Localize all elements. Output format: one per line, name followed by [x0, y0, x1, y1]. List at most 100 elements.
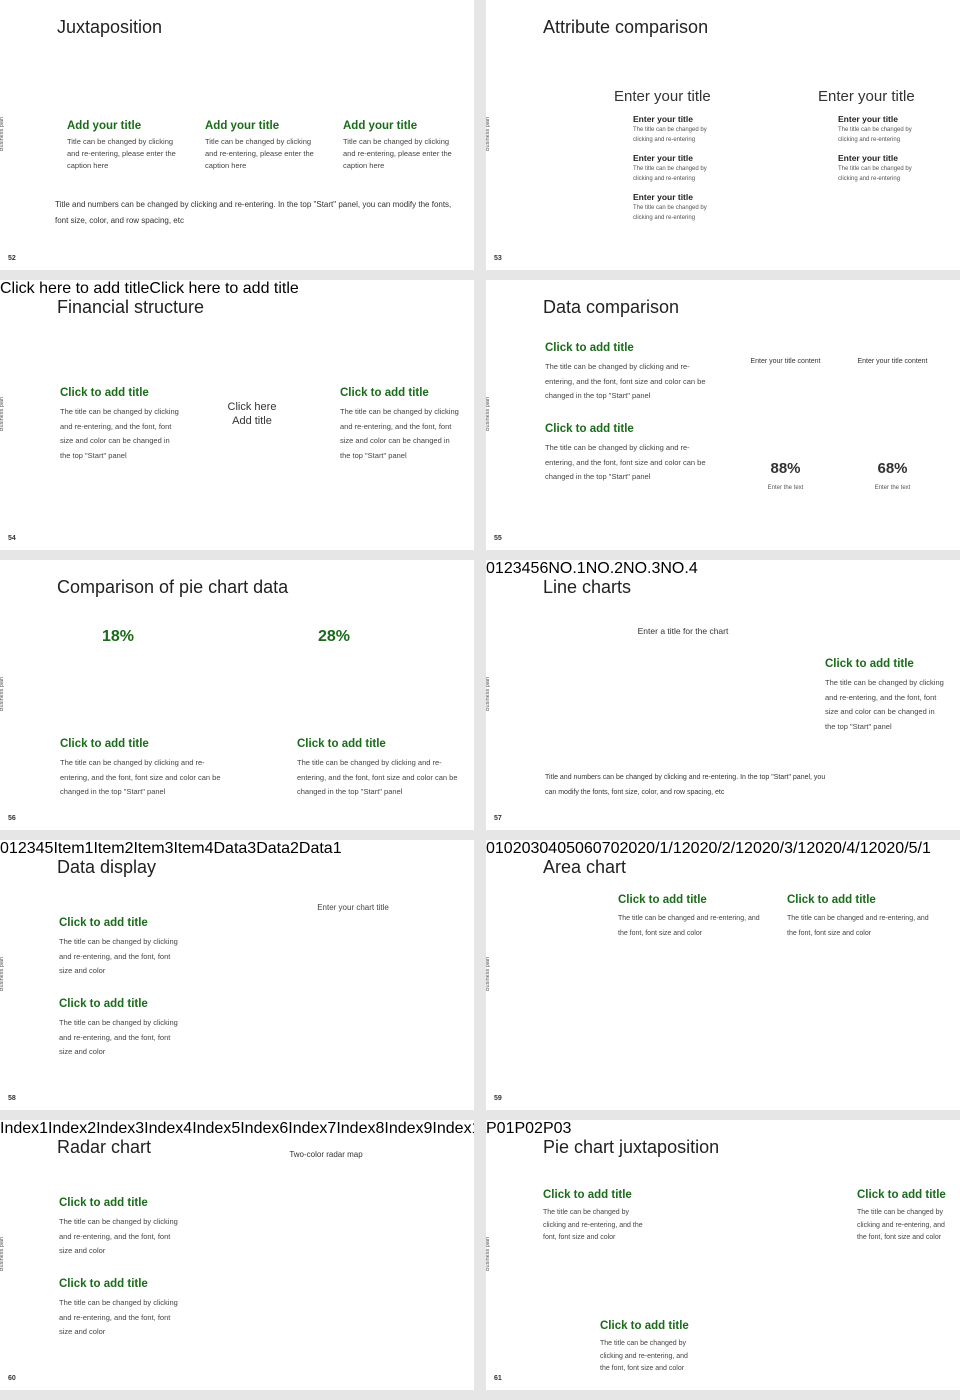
slide-number: 52: [8, 255, 16, 262]
radar-label: Index1: [0, 1120, 49, 1137]
slide-number: 56: [8, 815, 16, 822]
gauge-heading: Enter your title content: [750, 358, 821, 365]
gauge-heading: Enter your title content: [857, 358, 928, 365]
block-text: The title can be changed by clicking and…: [297, 758, 458, 796]
x-tick-label: 2: [17, 840, 27, 857]
slide: 0123456NO.1NO.2NO.3NO.4 Business plan 57 Li…: [486, 560, 960, 830]
y-tick-label: Item2: [93, 840, 134, 857]
card-title: Add your title: [67, 120, 142, 132]
side-label: Business plan: [0, 956, 5, 992]
block-title: Click to add title: [59, 1197, 148, 1209]
block-text: The title can be changed by clicking and…: [545, 443, 706, 481]
slide: Index1Index2Index3Index4Index5Index6Inde…: [0, 1120, 474, 1390]
slide: Business plan 56 Comparison of pie chart d…: [0, 560, 474, 830]
slide-number: 53: [494, 255, 502, 262]
item-text: The title can be changed by clicking and…: [633, 205, 707, 221]
slide: Business plan 52 Juxtaposition Add your tit…: [0, 0, 474, 270]
x-tick-label: 3: [26, 840, 36, 857]
slide-graphics: Index1Index2Index3Index4Index5Index6Inde…: [0, 1120, 474, 1138]
slide-title: Area chart: [543, 857, 627, 877]
card-text: Title can be changed by clicking and re-…: [67, 137, 176, 170]
block-title: Click to add title: [297, 738, 386, 750]
x-tick-label: 5: [44, 840, 54, 857]
slide: Business plan 53 Attribute comparison Enter…: [486, 0, 960, 270]
block-title: Click to add title: [60, 738, 149, 750]
slide-title: Comparison of pie chart data: [57, 577, 289, 597]
slide-graphics: Click here to add titleClick here to add…: [0, 280, 299, 298]
block-text: The title can be changed by clicking and…: [59, 937, 178, 975]
side-label: Business plan: [0, 676, 5, 712]
slide-title: Pie chart juxtaposition: [543, 1137, 720, 1157]
y-tick-label: 2: [503, 560, 513, 577]
block-text: The title can be changed and re-entering…: [618, 915, 760, 937]
y-tick-label: 1: [494, 560, 504, 577]
side-label: Business plan: [0, 1236, 5, 1272]
arc-label: Click here to add title: [149, 280, 298, 297]
y-tick-label: Item3: [133, 840, 174, 857]
x-tick-label: NO.3: [623, 560, 661, 577]
x-tick-label: 2020/5/1: [868, 840, 931, 857]
y-tick-label: 50: [566, 840, 584, 857]
footer-text: Title and numbers can be changed by clic…: [55, 200, 452, 225]
block-text: The title can be changed by clicking and…: [545, 362, 706, 400]
slide-number: 55: [494, 535, 502, 542]
x-tick-label: 0: [0, 840, 9, 857]
block-text: The title can be changed by clicking and…: [543, 1209, 643, 1241]
y-tick-label: Item4: [173, 840, 214, 857]
radar-label: Index7: [288, 1120, 337, 1137]
slide: 0102030405060702020/1/12020/2/12020/3/12…: [486, 840, 960, 1110]
y-tick-label: 6: [539, 560, 549, 577]
gauge-value: 88%: [770, 460, 801, 477]
y-tick-label: Item1: [53, 840, 94, 857]
slide-title: Radar chart: [57, 1137, 152, 1157]
chart-title: Enter a title for the chart: [637, 626, 729, 636]
block-text: The title can be changed by clicking and…: [340, 407, 459, 460]
radar-label: Index6: [240, 1120, 289, 1137]
slide-number: 57: [494, 815, 502, 822]
side-label: Business plan: [0, 116, 5, 152]
y-tick-label: 5: [530, 560, 540, 577]
arc-label-path: Click here to add title: [149, 280, 299, 297]
block-text: The title can be changed by clicking and…: [59, 1018, 178, 1056]
block-text: The title can be changed by clicking and…: [59, 1298, 178, 1336]
slide-title: Data display: [57, 857, 157, 877]
slide-number: 54: [8, 535, 16, 542]
block-title: Click to add title: [60, 387, 149, 399]
block-text: The title can be changed and re-entering…: [787, 915, 929, 937]
slide-graphics: 0123456NO.1NO.2NO.3NO.4: [486, 560, 698, 578]
slide-graphics: P01P02P03: [486, 1120, 571, 1138]
side-label: Business plan: [486, 1236, 491, 1272]
item-title: Enter your title: [633, 114, 693, 124]
block-title: Click to add title: [340, 387, 429, 399]
block-title: Click to add title: [825, 658, 914, 670]
x-tick-label: 2020/2/1: [681, 840, 745, 857]
block-text: The title can be changed by clicking and…: [825, 678, 944, 731]
x-tick-label: 4: [35, 840, 45, 857]
legend-label: Data3: [213, 840, 257, 857]
slide-number: 60: [8, 1375, 16, 1382]
item-title: Enter your title: [838, 114, 898, 124]
card-text: Title can be changed by clicking and re-…: [205, 137, 314, 170]
block-title: Click to add title: [618, 894, 707, 906]
pie-label: 18%: [102, 628, 135, 645]
side-label: Business plan: [486, 676, 491, 712]
item-title: Enter your title: [633, 192, 693, 202]
block-title: Click to add title: [59, 917, 148, 929]
x-tick-label: NO.4: [660, 560, 698, 577]
x-tick-label: NO.1: [548, 560, 586, 577]
gauge-value: 68%: [877, 460, 908, 477]
block-text: The title can be changed by clicking and…: [60, 407, 179, 460]
x-tick-label: 1: [8, 840, 18, 857]
item-text: The title can be changed by clicking and…: [838, 127, 912, 143]
chart-title: Two-color radar map: [289, 1150, 363, 1159]
radar-label: Index2: [48, 1120, 97, 1137]
slide-graphics: 012345Item1Item2Item3Item4Data3Data2Data…: [0, 840, 342, 858]
gauge-caption: Enter the text: [767, 485, 804, 491]
slide: Business plan 55 Data comparison Click to a…: [486, 280, 960, 550]
y-tick-label: 10: [494, 840, 513, 857]
block-text: The title can be changed by clicking and…: [59, 1217, 178, 1255]
side-label: Business plan: [486, 116, 491, 152]
slide-graphics: 0102030405060702020/1/12020/2/12020/3/12…: [486, 840, 931, 858]
block-text: The title can be changed by clicking and…: [600, 1340, 688, 1372]
